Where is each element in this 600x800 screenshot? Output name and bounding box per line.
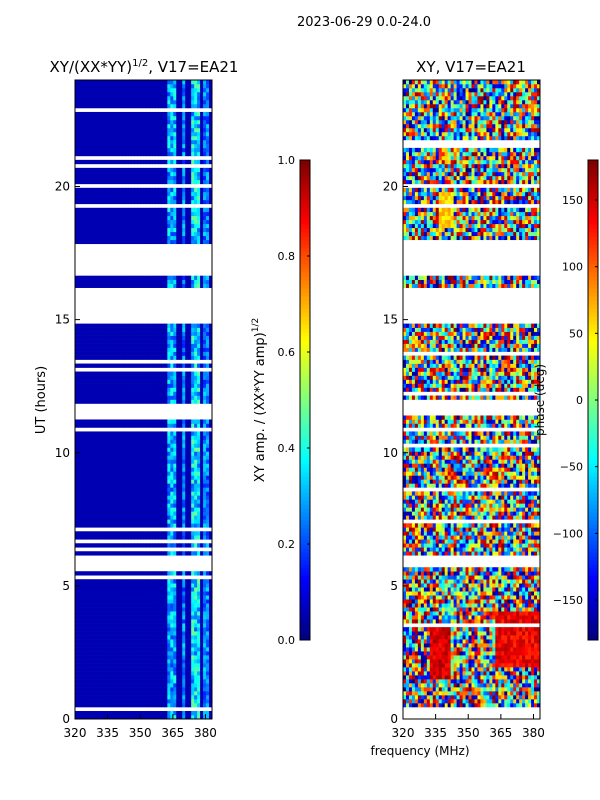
x-tick-label: 365: [161, 726, 184, 740]
left-x-axis: 320 335 350 365 380: [64, 714, 217, 740]
x-tick-label: 320: [64, 726, 87, 740]
right-colorbar-gradient: [588, 160, 598, 641]
colorbar-tick-label: −150: [553, 594, 583, 607]
y-tick-label: 10: [383, 446, 398, 460]
y-tick-label: 5: [390, 579, 398, 593]
right-panel-title: XY, V17=EA21: [416, 58, 526, 76]
right-plot-frame: [402, 79, 541, 720]
x-axis-label: frequency (MHz): [370, 744, 469, 758]
colorbar-tick-label: 150: [562, 194, 583, 207]
x-tick-label: 335: [96, 726, 119, 740]
left-colorbar: 0.0 0.2 0.4 0.6 0.8 1.0 XY amp. / (XX*YY amp)…: [251, 154, 311, 647]
left-panel: XY/(XX*YY)1/2, V17=EA21 320 335 350 365 380 …: [34, 58, 238, 740]
right-colorbar: −150 −100 −50 0 50 100 150 phase (deg): [533, 159, 599, 641]
y-tick-label: 0: [62, 712, 70, 726]
colorbar-tick-label: 0: [576, 394, 583, 407]
figure-suptitle: 2023-06-29 0.0-24.0: [297, 15, 431, 30]
colorbar-tick-label: −50: [560, 461, 583, 474]
colorbar-tick-label: 0.2: [278, 538, 296, 551]
x-tick-label: 335: [424, 726, 447, 740]
x-tick-label: 350: [129, 726, 152, 740]
right-panel: XY, V17=EA21 320 335 350 365 380 0 5 10 15 20 fr…: [370, 58, 544, 758]
colorbar-tick-label: −100: [553, 527, 583, 540]
y-tick-label: 5: [62, 579, 70, 593]
x-tick-label: 320: [392, 726, 415, 740]
y-tick-label: 15: [383, 313, 398, 327]
right-heatmap: [403, 80, 541, 708]
x-tick-label: 380: [194, 726, 217, 740]
right-x-axis: 320 335 350 365 380: [392, 714, 545, 740]
colorbar-tick-label: 100: [562, 261, 583, 274]
colorbar-tick-label: 0.6: [278, 346, 296, 359]
right-y-axis: 0 5 10 15 20: [383, 180, 408, 726]
left-panel-title: XY/(XX*YY)1/2, V17=EA21: [50, 58, 239, 76]
right-colorbar-label: phase (deg): [533, 364, 547, 436]
right-colorbar-ticks: −150 −100 −50 0 50 100 150: [553, 194, 598, 607]
left-colorbar-label: XY amp. / (XX*YY amp)1/2: [251, 318, 268, 482]
left-colorbar-gradient: [300, 160, 310, 641]
colorbar-tick-label: 1.0: [278, 154, 296, 167]
y-tick-label: 10: [55, 446, 70, 460]
left-y-axis-label: UT (hours): [34, 366, 49, 434]
x-tick-label: 365: [489, 726, 512, 740]
y-tick-label: 20: [383, 180, 398, 194]
left-colorbar-ticks: 0.0 0.2 0.4 0.6 0.8 1.0: [278, 154, 310, 647]
y-tick-label: 15: [55, 313, 70, 327]
colorbar-tick-label: 0.0: [278, 634, 296, 647]
colorbar-tick-label: 50: [569, 327, 583, 340]
y-tick-label: 20: [55, 180, 70, 194]
left-plot-frame: [74, 79, 213, 720]
colorbar-tick-label: 0.4: [278, 442, 296, 455]
left-heatmap: [75, 80, 213, 720]
colorbar-tick-label: 0.8: [278, 250, 296, 263]
left-y-axis: 0 5 10 15 20: [55, 180, 80, 726]
y-tick-label: 0: [390, 712, 398, 726]
x-tick-label: 380: [522, 726, 545, 740]
x-tick-label: 350: [457, 726, 480, 740]
left-colorbar-frame: [299, 159, 311, 641]
